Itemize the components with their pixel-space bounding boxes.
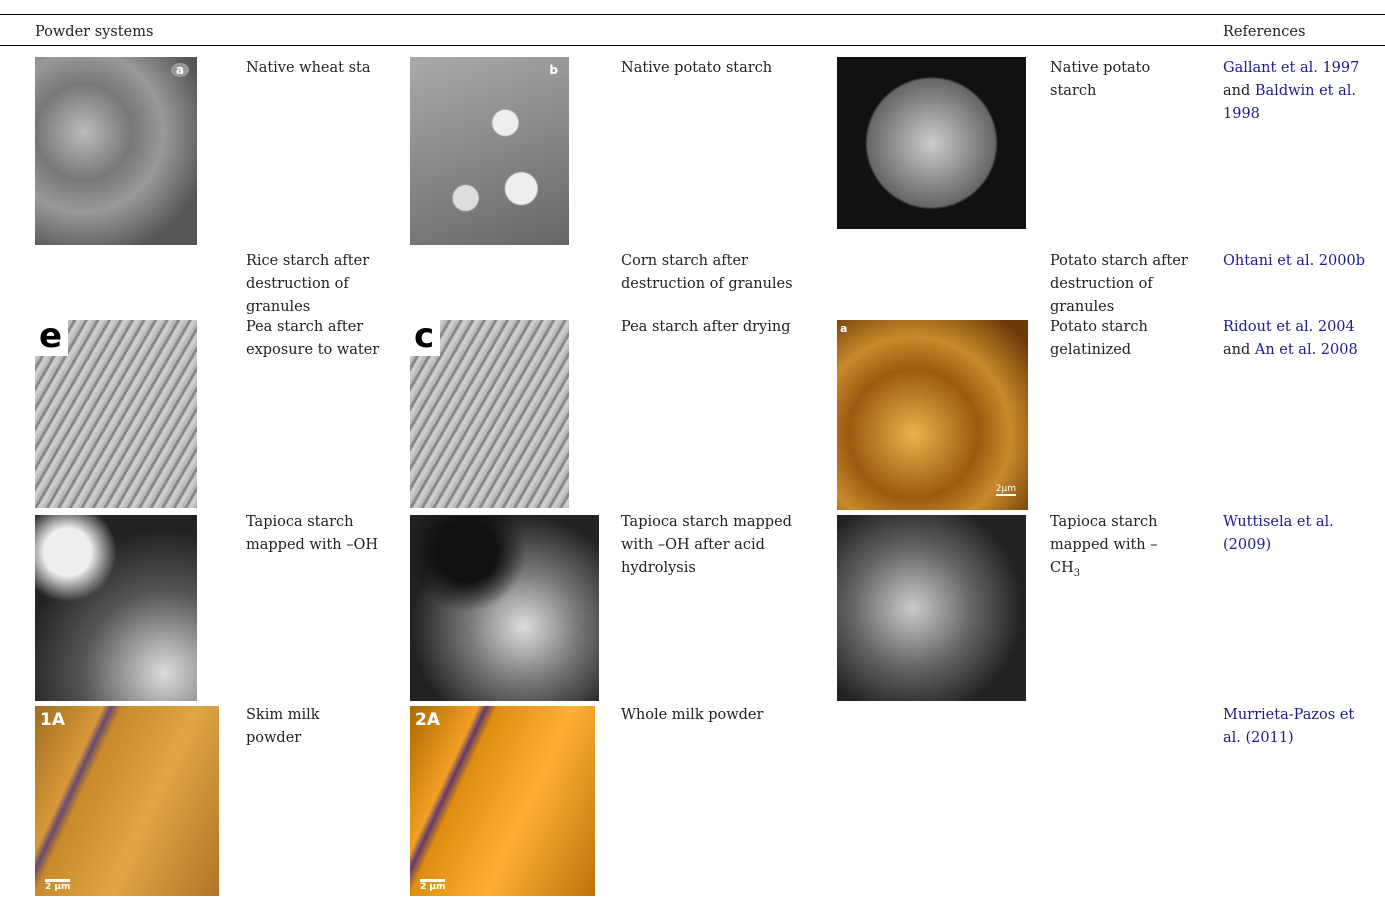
system: Pea starch after drying: [621, 316, 816, 339]
image-label: a: [840, 322, 847, 335]
image-label: 1A: [40, 710, 65, 730]
reference-link[interactable]: Ridout et al. 2004: [1223, 319, 1355, 335]
afm-image: [837, 57, 1026, 229]
afm-image: a 2µm: [837, 320, 1028, 510]
afm-image: b: [410, 57, 569, 245]
scale-bar: 2 µm: [45, 879, 70, 892]
afm-image: [35, 515, 197, 701]
reference: Murrieta-Pazos et al. (2011): [1223, 704, 1358, 750]
image-label: b: [544, 63, 563, 77]
reference-link[interactable]: Wuttisela et al. (2009): [1223, 514, 1334, 553]
rule: [0, 45, 1385, 46]
reference-link[interactable]: Gallant et al. 1997: [1223, 60, 1359, 76]
joiner: and: [1223, 83, 1250, 99]
afm-image: [837, 515, 1026, 701]
system: Native potato starch: [1050, 57, 1160, 103]
afm-image: c: [410, 320, 569, 508]
joiner: and: [1223, 342, 1250, 358]
reference-link[interactable]: Ohtani et al. 2000b: [1223, 253, 1365, 269]
system: Tapioca starch mapped with –OH: [246, 511, 381, 557]
system: Corn starch after destruction of granule…: [621, 250, 816, 296]
afm-image: 2A 2 µm: [410, 706, 595, 896]
header-systems: Powder systems: [35, 21, 153, 44]
rule: [0, 14, 1385, 15]
system-text: Tapioca starch mapped with –CH: [1050, 514, 1158, 576]
system: Tapioca starch mapped with –CH3: [1050, 511, 1180, 585]
image-label: c: [410, 320, 440, 356]
scale-bar: 2 µm: [420, 879, 445, 892]
system: Native wheat sta: [246, 57, 386, 80]
system: Skim milk powder: [246, 704, 356, 750]
afm-image: e: [35, 320, 197, 508]
system: Whole milk powder: [621, 704, 816, 727]
scale-bar: 2µm: [996, 484, 1016, 496]
reference: Gallant et al. 1997 and Baldwin et al. 1…: [1223, 57, 1383, 126]
reference: Ridout et al. 2004 and An et al. 2008: [1223, 316, 1383, 362]
image-label: a: [171, 63, 189, 77]
afm-image: [410, 515, 599, 701]
reference-link[interactable]: Murrieta-Pazos et al. (2011): [1223, 707, 1354, 746]
system: Tapioca starch mapped with –OH after aci…: [621, 511, 816, 580]
reference: Wuttisela et al. (2009): [1223, 511, 1353, 557]
page: Powder systems References a b Native whe…: [0, 0, 1385, 900]
system: Potato starch gelatinized: [1050, 316, 1170, 362]
reference: Ohtani et al. 2000b: [1223, 250, 1383, 273]
reference-link[interactable]: An et al. 2008: [1255, 342, 1358, 358]
system: Pea starch after exposure to water: [246, 316, 386, 362]
system: Native potato starch: [621, 57, 816, 80]
subscript: 3: [1074, 568, 1080, 579]
afm-image: a: [35, 57, 197, 245]
header-references: References: [1223, 21, 1305, 44]
image-label: e: [35, 320, 68, 356]
system: Potato starch after destruction of granu…: [1050, 250, 1205, 319]
afm-image: 1A 2 µm: [35, 706, 219, 896]
system: Rice starch after destruction of granule…: [246, 250, 386, 319]
image-label: 2A: [415, 710, 440, 730]
